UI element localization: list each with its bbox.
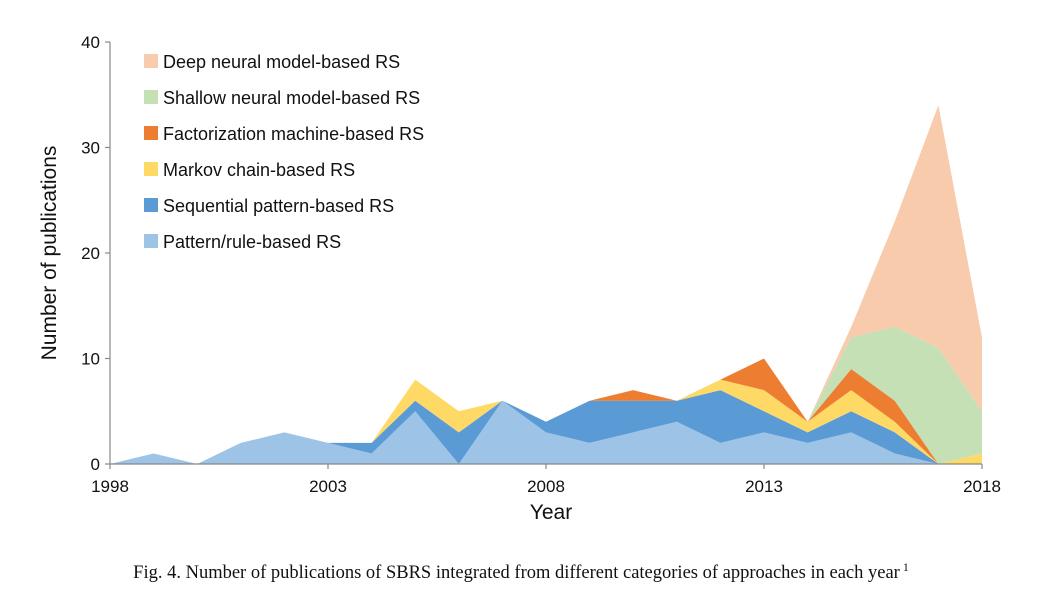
legend-label: Sequential pattern-based RS: [163, 196, 394, 216]
area-shallow-neural-model-based-rs: [110, 326, 982, 464]
legend-swatch: [144, 126, 158, 140]
area-sequential-pattern-based-rs: [110, 390, 982, 464]
figure-caption: Fig. 4. Number of publications of SBRS i…: [0, 560, 1042, 584]
legend-swatch: [144, 234, 158, 248]
x-tick-label: 2008: [527, 477, 565, 496]
x-tick-label: 2003: [309, 477, 347, 496]
legend-swatch: [144, 54, 158, 68]
x-tick-label: 1998: [91, 477, 129, 496]
caption-text: Fig. 4. Number of publications of SBRS i…: [133, 563, 900, 584]
caption-footnote: 1: [902, 560, 909, 574]
legend-swatch: [144, 198, 158, 212]
x-axis-label: Year: [530, 501, 572, 524]
axes: 0 10 20 30 40 1998 2003 2008 2013 2018: [81, 33, 1001, 496]
y-tick-label: 30: [81, 139, 100, 158]
y-tick-label: 10: [81, 350, 100, 369]
y-tick-label: 20: [81, 244, 100, 263]
legend-label: Deep neural model-based RS: [163, 52, 400, 72]
area-layers: [110, 105, 982, 465]
area-factorization-machine-based-rs: [110, 358, 982, 464]
legend-label: Pattern/rule-based RS: [163, 232, 341, 252]
y-tick-label: 40: [81, 33, 100, 52]
legend-label: Factorization machine-based RS: [163, 124, 424, 144]
x-tick-label: 2013: [745, 477, 783, 496]
legend-swatch: [144, 162, 158, 176]
y-axis-label: Number of publications: [38, 146, 61, 361]
legend-label: Shallow neural model-based RS: [163, 88, 420, 108]
area-markov-chain-based-rs: [110, 379, 982, 464]
y-tick-label: 0: [91, 455, 100, 474]
legend: Deep neural model-based RS Shallow neural…: [144, 52, 424, 252]
legend-label: Markov chain-based RS: [163, 160, 355, 180]
legend-swatch: [144, 90, 158, 104]
x-tick-label: 2018: [963, 477, 1001, 496]
